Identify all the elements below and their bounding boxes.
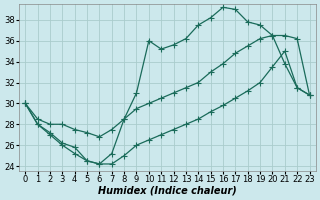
X-axis label: Humidex (Indice chaleur): Humidex (Indice chaleur) (98, 186, 237, 196)
